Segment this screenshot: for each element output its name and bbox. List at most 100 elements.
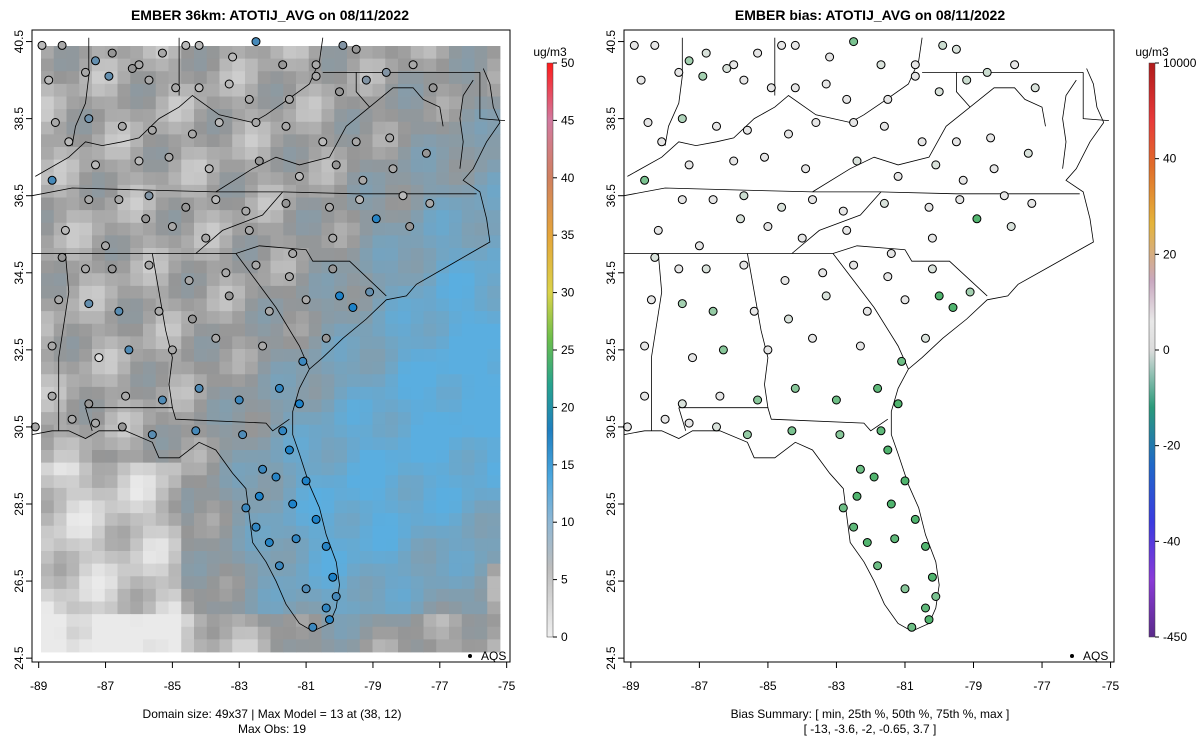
grid-cell [155, 601, 169, 615]
bias-marker [982, 67, 992, 77]
grid-cell [206, 96, 220, 110]
grid-cell [283, 336, 297, 350]
bias-marker [876, 60, 886, 70]
grid-cell [283, 626, 297, 640]
grid-cell [461, 222, 475, 236]
aqs-observation [311, 60, 321, 70]
grid-cell [232, 626, 246, 640]
grid-cell [487, 235, 501, 249]
state-border [195, 191, 284, 254]
grid-cell [232, 222, 246, 236]
bias-marker [869, 472, 879, 482]
grid-cell [104, 538, 118, 552]
grid-cell [474, 424, 488, 438]
right-plot-frame [623, 29, 1115, 663]
bias-marker [790, 40, 800, 50]
bias-marker [965, 287, 975, 297]
grid-cell [321, 46, 335, 60]
grid-cell [423, 336, 437, 350]
grid-cell [308, 96, 322, 110]
grid-cell [270, 235, 284, 249]
colorbar-tick-label: 10 [561, 515, 575, 529]
grid-cell [487, 336, 501, 350]
grid-cell [436, 412, 450, 426]
grid-cell [308, 525, 322, 539]
grid-cell [143, 525, 157, 539]
grid-cell [372, 538, 386, 552]
bias-marker [677, 114, 687, 124]
grid-cell [219, 601, 233, 615]
grid-cell [143, 336, 157, 350]
grid-cell [487, 500, 501, 514]
grid-cell [41, 298, 55, 312]
state-border [31, 122, 501, 632]
grid-cell [436, 323, 450, 337]
grid-cell [92, 323, 106, 337]
grid-cell [461, 437, 475, 451]
grid-cell [257, 96, 271, 110]
grid-cell [257, 134, 271, 148]
grid-cell [219, 361, 233, 375]
aqs-observation [385, 133, 395, 143]
aqs-observation [311, 514, 321, 524]
grid-cell [308, 311, 322, 325]
grid-cell [194, 109, 208, 123]
grid-cell [245, 412, 259, 426]
grid-cell [270, 551, 284, 565]
grid-cell [474, 134, 488, 148]
grid-cell [347, 311, 361, 325]
grid-cell [449, 412, 463, 426]
grid-cell [423, 349, 437, 363]
grid-cell [66, 336, 80, 350]
grid-cell [92, 450, 106, 464]
grid-cell [219, 58, 233, 72]
grid-cell [66, 58, 80, 72]
grid-cell [66, 601, 80, 615]
grid-cell [92, 273, 106, 287]
grid-cell [436, 311, 450, 325]
grid-cell [296, 147, 310, 161]
aqs-observation [194, 40, 204, 50]
grid-cell [270, 450, 284, 464]
aqs-observation [371, 214, 381, 224]
grid-cell [283, 109, 297, 123]
grid-cell [181, 285, 195, 299]
bias-marker [825, 52, 835, 62]
grid-cell [423, 71, 437, 85]
grid-cell [53, 614, 67, 628]
bias-marker [989, 164, 999, 174]
grid-cell [372, 551, 386, 565]
x-tick-label: -79 [364, 679, 382, 693]
grid-cell [334, 639, 348, 653]
grid-cell [359, 500, 373, 514]
grid-cell [219, 323, 233, 337]
grid-cell [168, 248, 182, 262]
grid-cell [232, 58, 246, 72]
state-border [235, 253, 310, 370]
grid-cell [449, 399, 463, 413]
grid-cell [347, 147, 361, 161]
grid-cell [206, 588, 220, 602]
grid-cell [130, 588, 144, 602]
grid-cell [130, 626, 144, 640]
grid-cell [219, 551, 233, 565]
grid-cell [321, 248, 335, 262]
grid-cell [245, 614, 259, 628]
bias-marker [684, 56, 694, 66]
grid-cell [270, 525, 284, 539]
grid-cell [270, 538, 284, 552]
grid-cell [347, 96, 361, 110]
grid-cell [143, 500, 157, 514]
grid-cell [321, 551, 335, 565]
grid-cell [487, 349, 501, 363]
state-border [85, 407, 93, 431]
grid-cell [117, 399, 131, 413]
grid-cell [181, 626, 195, 640]
grid-cell [41, 311, 55, 325]
grid-cell [461, 588, 475, 602]
grid-cell [181, 475, 195, 489]
grid-cell [257, 576, 271, 590]
grid-cell [359, 349, 373, 363]
grid-cell [487, 134, 501, 148]
grid-cell [283, 639, 297, 653]
